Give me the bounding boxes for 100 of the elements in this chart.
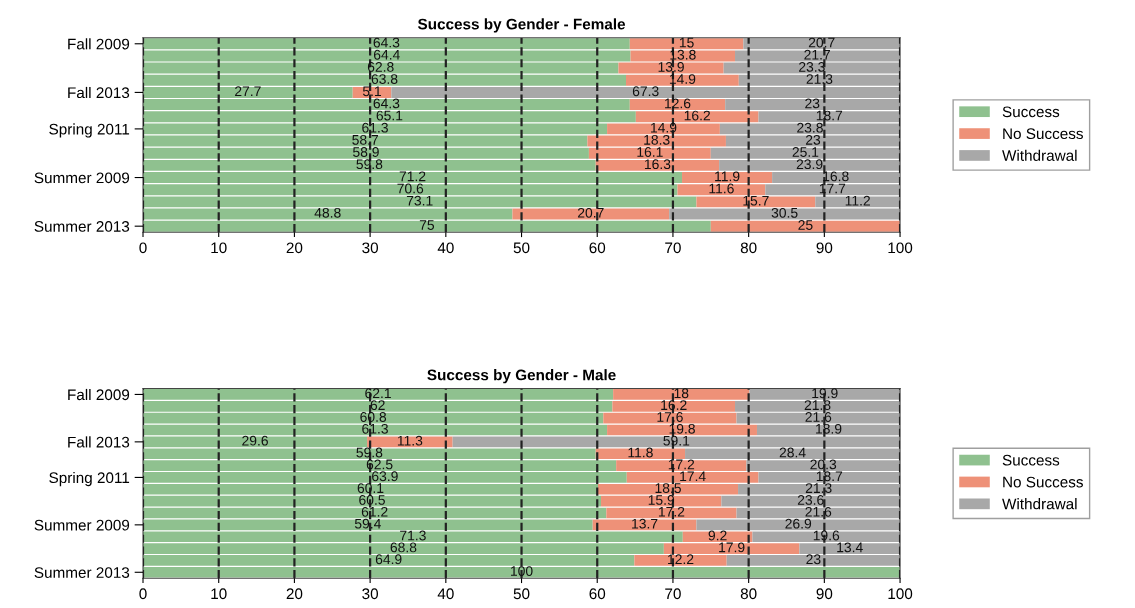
data-label: 64.3: [373, 37, 400, 48]
x-tick-label: 20: [286, 588, 303, 600]
data-label: 64.4: [373, 49, 400, 60]
data-label: 21.8: [804, 400, 831, 411]
data-label: 70.6: [397, 183, 424, 194]
data-label: 20.7: [577, 207, 604, 218]
data-label: 62.1: [365, 388, 391, 399]
data-label: 11.6: [709, 183, 734, 194]
x-tick-label: 30: [362, 242, 379, 254]
data-label: 16.8: [823, 171, 849, 182]
y-tick-label: Summer 2013: [34, 221, 130, 232]
data-label: 17.7: [819, 183, 846, 194]
x-tick-label: 100: [888, 588, 913, 600]
data-label: 18.7: [816, 471, 843, 482]
data-label: 25: [798, 220, 813, 230]
data-label: 23.8: [797, 122, 823, 133]
data-label: 14.9: [651, 122, 677, 133]
data-label: 17.2: [658, 506, 685, 517]
legend-label: Success: [1002, 106, 1060, 118]
x-tick-label: 100: [888, 242, 913, 254]
x-tick-label: 90: [816, 588, 833, 600]
x-tick-label: 0: [139, 242, 147, 254]
data-label: 17.6: [657, 412, 683, 422]
data-label: 11.9: [715, 171, 740, 182]
data-label: 17.2: [668, 459, 695, 470]
data-label: 21.7: [804, 49, 830, 60]
data-label: 61.3: [362, 423, 388, 434]
data-label: 11.3: [397, 435, 423, 446]
data-label: 64.3: [373, 98, 400, 109]
data-label: 75: [419, 220, 435, 230]
x-tick-label: 30: [362, 588, 379, 600]
data-label: 100: [511, 566, 533, 577]
data-label: 23: [806, 554, 821, 565]
data-label: 60.8: [360, 412, 387, 422]
data-label: 13.4: [837, 542, 863, 553]
data-label: 13.9: [658, 61, 684, 72]
data-label: 71.3: [400, 530, 426, 541]
data-label: 65.1: [376, 110, 403, 121]
data-label: 64.9: [375, 554, 402, 565]
x-tick-label: 70: [665, 242, 681, 254]
y-tick-label: Fall 2009: [68, 388, 130, 401]
data-label: 21.6: [805, 506, 832, 517]
x-tick-label: 50: [513, 242, 530, 254]
data-label: 11.2: [845, 195, 870, 206]
x-tick-label: 80: [740, 242, 757, 254]
data-label: 19.8: [669, 423, 695, 434]
x-tick-label: 80: [740, 588, 757, 600]
data-label: 71.2: [399, 171, 426, 182]
y-tick-label: Spring 2011: [49, 471, 130, 487]
x-tick-label: 10: [211, 242, 227, 254]
data-label: 28.4: [779, 447, 806, 458]
data-label: 27.7: [235, 86, 261, 97]
data-label: 18: [674, 388, 689, 399]
data-label: 9.2: [708, 530, 727, 541]
data-label: 48.8: [314, 207, 341, 218]
data-label: 16.1: [637, 147, 663, 157]
data-label: 23: [805, 134, 821, 145]
legend-label: Withdrawal: [1002, 498, 1077, 510]
legend-label: No Success: [1003, 476, 1083, 488]
data-label: 19.6: [813, 530, 840, 541]
y-tick-label: Spring 2011: [49, 123, 130, 138]
data-label: 17.9: [719, 542, 745, 553]
data-label: 23.9: [796, 159, 823, 170]
data-label: 18.5: [655, 483, 681, 494]
data-label: 5.1: [362, 86, 381, 97]
x-tick-label: 40: [437, 242, 454, 254]
data-label: 15: [679, 37, 694, 48]
data-label: 16.2: [661, 400, 687, 411]
data-label: 23.3: [799, 61, 825, 72]
data-label: 11.8: [628, 447, 653, 458]
y-tick-label: Fall 2009: [68, 38, 130, 50]
data-label: 26.9: [785, 518, 812, 529]
x-tick-label: 90: [816, 242, 833, 254]
data-label: 61.3: [362, 122, 388, 133]
data-label: 59.4: [354, 518, 381, 529]
data-label: 73.1: [406, 195, 433, 206]
data-label: 59.8: [356, 159, 383, 170]
data-label: 14.9: [669, 74, 696, 84]
data-label: 15.9: [648, 495, 675, 505]
legend-label: No Success: [1003, 128, 1083, 140]
data-label: 15.7: [743, 195, 769, 206]
y-tick-label: Summer 2013: [34, 567, 130, 578]
data-label: 16.3: [644, 159, 671, 170]
data-label: 58.7: [352, 134, 379, 145]
x-tick-label: 60: [589, 588, 606, 600]
legend-label: Withdrawal: [1002, 149, 1077, 161]
legend-label: Success: [1002, 454, 1060, 466]
data-label: 62.5: [366, 459, 393, 470]
data-label: 23.6: [797, 495, 824, 505]
data-label: 19.9: [812, 388, 838, 399]
y-tick-label: Summer 2009: [34, 519, 130, 531]
data-label: 29.6: [242, 435, 268, 446]
x-tick-label: 60: [589, 242, 606, 254]
bar: [143, 424, 608, 436]
data-label: 63.8: [371, 74, 398, 84]
bar: [143, 220, 711, 232]
data-label: 18.9: [816, 423, 842, 434]
y-tick-label: Summer 2009: [34, 172, 130, 184]
y-tick-label: Fall 2013: [68, 86, 130, 99]
data-label: 58.9: [353, 147, 379, 157]
